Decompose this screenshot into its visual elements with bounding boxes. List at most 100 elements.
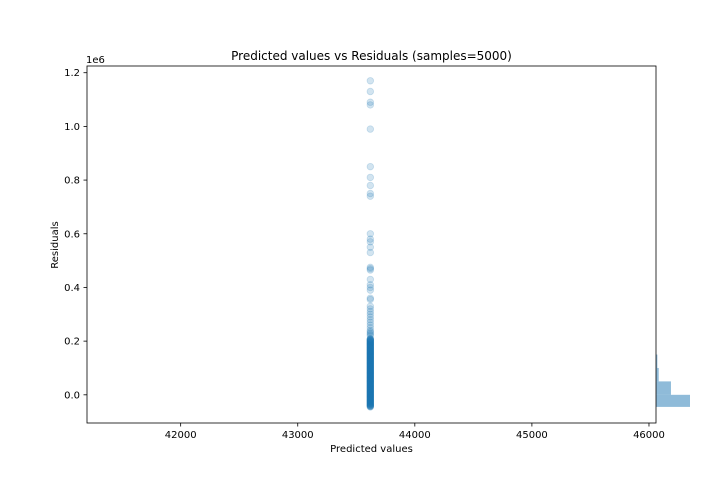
scatter-point <box>366 346 375 354</box>
x-tick-label: 45000 <box>516 430 548 441</box>
scatter-point <box>366 369 375 377</box>
scatter-point <box>366 389 375 397</box>
scatter-point <box>366 238 375 246</box>
scatter-point <box>366 362 375 370</box>
scatter-point <box>366 365 375 373</box>
scatter-point <box>366 392 375 400</box>
scatter-point <box>366 351 375 359</box>
scatter-point <box>366 340 375 348</box>
scatter-point <box>366 338 375 346</box>
scatter-point <box>366 334 375 343</box>
scatter-point <box>366 338 375 347</box>
scatter-point <box>366 192 375 200</box>
scatter-point <box>366 302 375 310</box>
scatter-point <box>366 388 375 397</box>
scatter-point <box>366 377 375 386</box>
scatter-point <box>366 313 375 321</box>
scatter-point <box>366 353 375 361</box>
scatter-point <box>366 328 375 336</box>
scatter-point <box>366 372 375 380</box>
scatter-point <box>366 380 375 388</box>
scatter-point <box>366 321 375 329</box>
scatter-point <box>366 398 375 406</box>
scatter-point <box>366 383 375 391</box>
scatter-point <box>366 347 375 356</box>
scatter-point <box>366 373 375 381</box>
scatter-point <box>366 355 375 364</box>
scatter-point <box>366 401 375 409</box>
scatter-point <box>366 374 375 382</box>
scatter-point <box>366 384 375 392</box>
y-tick-label: 1.2 <box>64 68 80 79</box>
scatter-point <box>366 387 375 395</box>
scatter-point <box>366 382 375 390</box>
axes-frame <box>86 65 657 424</box>
scatter-point <box>366 393 375 401</box>
scatter-point <box>366 377 375 385</box>
scatter-point <box>366 360 375 368</box>
scatter-point <box>366 337 375 346</box>
scatter-point <box>366 355 375 363</box>
y-tick-label: 0.2 <box>64 337 80 348</box>
scatter-point <box>366 369 375 377</box>
scatter-point <box>366 359 375 367</box>
scatter-point <box>366 286 375 294</box>
scatter-point <box>366 369 375 378</box>
scatter-point <box>366 340 375 348</box>
histogram-bar <box>656 354 658 368</box>
plot-area: 42000 43000 44000 45000 46000 0.0 0.2 0.4 0.6 0.8… <box>64 65 690 441</box>
scatter-point <box>366 307 375 316</box>
scatter-point <box>366 395 375 403</box>
scatter-point <box>366 400 375 408</box>
scatter-point <box>366 243 375 251</box>
scatter-point <box>366 367 375 375</box>
scatter-point <box>366 356 375 364</box>
scatter-point <box>366 348 375 357</box>
scatter-point <box>366 263 375 272</box>
x-tick-label: 43000 <box>282 430 314 441</box>
scatter-point <box>366 396 375 404</box>
scatter-point <box>366 370 375 378</box>
scatter-point <box>366 341 375 349</box>
scatter-point <box>366 370 375 379</box>
scatter-point <box>366 390 375 399</box>
scatter-point <box>366 354 375 362</box>
scatter-point <box>366 390 375 399</box>
scatter-point <box>366 359 375 368</box>
scatter-point <box>366 264 375 273</box>
scatter-point <box>366 380 375 389</box>
histogram-bar <box>656 381 671 395</box>
scatter-point <box>366 370 375 378</box>
scatter-point <box>366 399 375 408</box>
scatter-point <box>366 377 375 385</box>
scatter-point <box>366 397 375 406</box>
scatter-point <box>366 383 375 392</box>
scatter-point <box>366 341 375 350</box>
scatter-point <box>366 341 375 350</box>
scatter-point <box>366 366 375 375</box>
scatter-point <box>366 347 375 355</box>
scatter-point <box>366 355 375 363</box>
scatter-point <box>366 375 375 383</box>
scatter-point <box>366 357 375 366</box>
x-axis-label: Predicted values <box>330 444 413 455</box>
scatter-point <box>366 125 375 133</box>
scatter-point <box>366 330 375 339</box>
scatter-point <box>366 389 375 397</box>
scatter-point <box>366 375 375 384</box>
scatter-point <box>366 336 375 344</box>
scatter-point <box>366 378 375 386</box>
scatter-point <box>366 388 375 396</box>
scatter-point <box>366 392 375 400</box>
scatter-point <box>366 385 375 393</box>
scatter-point <box>366 357 375 365</box>
scatter-point <box>366 344 375 352</box>
scatter-point <box>366 395 375 403</box>
scatter-point <box>366 402 375 411</box>
scatter-point <box>366 366 375 374</box>
scatter-point <box>366 384 375 392</box>
scatter-point <box>366 281 375 289</box>
scatter-point <box>366 335 375 343</box>
scatter-point <box>366 350 375 358</box>
